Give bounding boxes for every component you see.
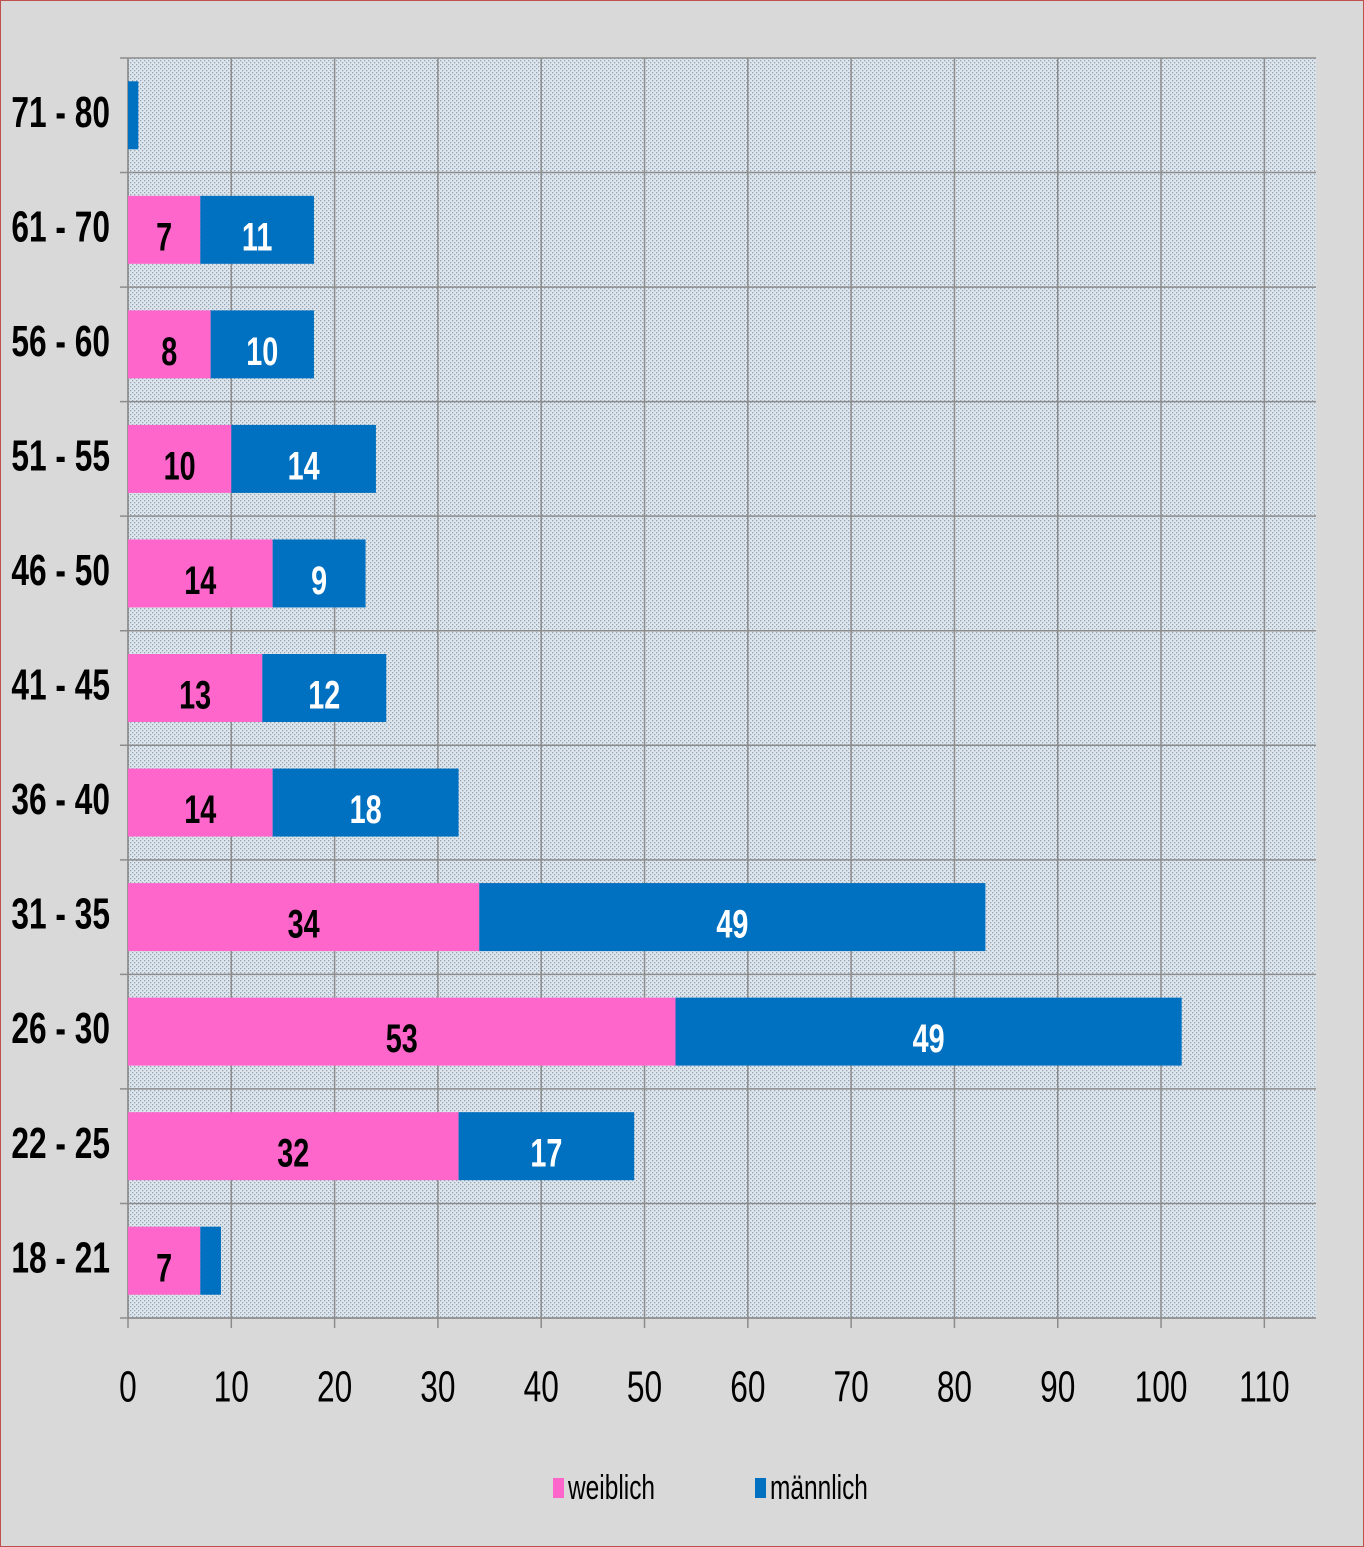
data-label: 13 xyxy=(179,673,211,718)
data-label: 14 xyxy=(184,788,217,833)
data-label: 17 xyxy=(530,1131,562,1176)
y-tick-label: 51 - 55 xyxy=(11,432,110,481)
y-tick-label: 56 - 60 xyxy=(11,317,110,366)
bar-segment xyxy=(128,81,139,150)
bar-segment xyxy=(458,1112,635,1181)
bar-segment xyxy=(128,1112,459,1181)
x-tick-label: 20 xyxy=(317,1363,352,1412)
x-tick-label: 30 xyxy=(420,1363,455,1412)
x-tick-label: 100 xyxy=(1135,1363,1188,1412)
legend-label: weiblich xyxy=(567,1469,655,1507)
bar-segment xyxy=(200,1226,221,1295)
data-label: 32 xyxy=(277,1131,309,1176)
data-label: 10 xyxy=(246,329,278,374)
y-tick-label: 18 - 21 xyxy=(11,1233,110,1282)
bar-segment xyxy=(479,883,986,952)
x-tick-label: 110 xyxy=(1239,1363,1289,1412)
data-label: 8 xyxy=(161,329,177,374)
bar-segment xyxy=(128,310,211,379)
x-tick-label: 90 xyxy=(1040,1363,1075,1412)
bar-segment xyxy=(128,883,480,952)
x-tick-label: 80 xyxy=(937,1363,972,1412)
data-label: 14 xyxy=(288,444,321,489)
y-tick-label: 46 - 50 xyxy=(11,546,110,595)
y-tick-label: 36 - 40 xyxy=(11,775,110,824)
x-tick-label: 40 xyxy=(524,1363,559,1412)
bar-segment xyxy=(272,539,366,608)
legend-label: männlich xyxy=(770,1469,868,1507)
bar-segment xyxy=(128,195,201,264)
x-tick-label: 60 xyxy=(730,1363,765,1412)
data-label: 10 xyxy=(164,444,196,489)
x-tick-label: 70 xyxy=(834,1363,869,1412)
y-tick-label: 31 - 35 xyxy=(11,890,110,939)
x-tick-label: 10 xyxy=(214,1363,249,1412)
data-label: 12 xyxy=(308,673,340,718)
y-tick-label: 61 - 70 xyxy=(11,202,110,251)
y-tick-label: 71 - 80 xyxy=(11,88,110,137)
data-label: 11 xyxy=(242,215,272,260)
bar-segment xyxy=(675,997,1182,1066)
bar-segment xyxy=(231,424,376,493)
bar-segment xyxy=(128,424,232,493)
legend-swatch xyxy=(553,1478,564,1498)
data-label: 53 xyxy=(386,1017,418,1062)
bar-segment xyxy=(128,654,263,722)
bar-segment xyxy=(128,768,273,837)
data-label: 7 xyxy=(156,1246,172,1291)
data-label: 14 xyxy=(184,558,217,603)
data-label: 18 xyxy=(350,788,382,833)
legend-swatch xyxy=(755,1478,766,1498)
data-label: 49 xyxy=(716,902,748,947)
x-tick-label: 50 xyxy=(627,1363,662,1412)
bar-segment xyxy=(128,539,273,608)
y-tick-label: 22 - 25 xyxy=(11,1119,110,1168)
y-tick-label: 26 - 30 xyxy=(11,1004,110,1053)
data-label: 7 xyxy=(156,215,172,260)
bar-segment xyxy=(128,1226,201,1295)
data-label: 49 xyxy=(913,1017,945,1062)
bar-segment xyxy=(210,310,314,379)
bar-segment xyxy=(262,654,387,722)
bar-segment xyxy=(272,768,459,837)
data-label: 34 xyxy=(288,902,321,947)
data-label: 9 xyxy=(311,558,327,603)
bar-segment xyxy=(128,997,676,1066)
y-tick-label: 41 - 45 xyxy=(11,661,110,710)
bar-segment xyxy=(200,195,314,264)
x-tick-label: 0 xyxy=(119,1363,137,1412)
